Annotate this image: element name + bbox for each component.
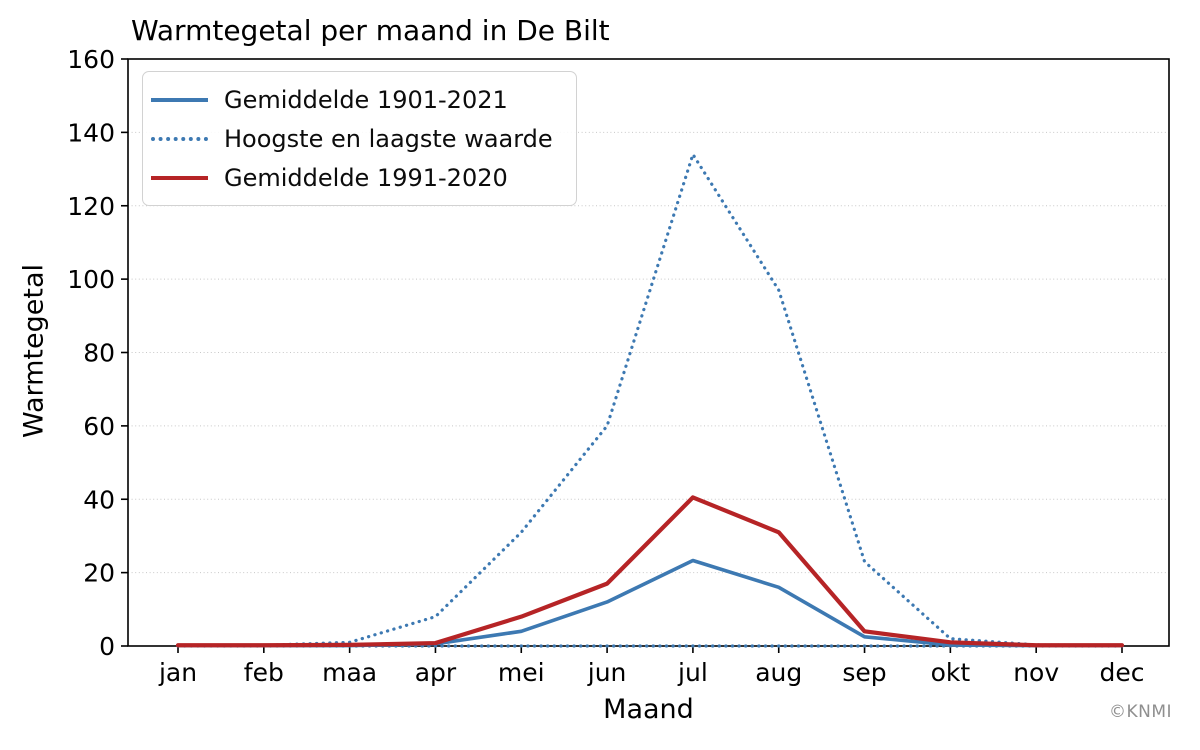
y-tick-label-80: 80 — [83, 339, 115, 368]
y-tick-label-120: 120 — [67, 192, 115, 221]
legend: Gemiddelde 1901-2021 Hoogste en laagste … — [142, 71, 577, 206]
chart-title: Warmtegetal per maand in De Bilt — [131, 14, 610, 47]
legend-item-hoogste-laagste: Hoogste en laagste waarde — [151, 119, 562, 158]
x-tick-label-dec: dec — [1100, 658, 1145, 687]
series-line-hoogste-waarde — [176, 152, 1124, 647]
x-tick-label-apr: apr — [415, 658, 457, 687]
y-tick-label-60: 60 — [83, 412, 115, 441]
legend-item-avg-1901-2021: Gemiddelde 1901-2021 — [151, 80, 562, 119]
series-line-gemiddelde-1901-2021 — [176, 558, 1124, 648]
legend-label: Gemiddelde 1901-2021 — [224, 85, 508, 114]
legend-line-sample-red-solid — [151, 175, 208, 180]
x-tick-label-mei: mei — [498, 658, 545, 687]
x-tick-label-sep: sep — [842, 658, 886, 687]
x-axis-label: Maand — [603, 694, 694, 725]
x-tick-label-aug: aug — [755, 658, 802, 687]
legend-label: Hoogste en laagste waarde — [224, 124, 553, 153]
legend-line-sample-blue-solid — [151, 97, 208, 102]
legend-item-avg-1991-2020: Gemiddelde 1991-2020 — [151, 158, 562, 197]
y-tick-label-20: 20 — [83, 559, 115, 588]
series-line-gemiddelde-1991-2020 — [175, 495, 1125, 648]
copyright-credit: ©KNMI — [1108, 702, 1172, 722]
y-tick-label-0: 0 — [99, 632, 115, 661]
legend-label: Gemiddelde 1991-2020 — [224, 163, 508, 192]
x-tick-label-jun: jun — [587, 658, 627, 687]
y-tick-label-140: 140 — [67, 118, 115, 147]
x-tick-label-jan: jan — [158, 658, 197, 687]
x-tick-label-nov: nov — [1013, 658, 1059, 687]
x-tick-label-jul: jul — [677, 658, 708, 687]
y-tick-label-100: 100 — [67, 265, 115, 294]
y-axis-label: Warmtegetal — [18, 263, 50, 439]
x-tick-label-maa: maa — [322, 658, 377, 687]
y-tick-label-40: 40 — [83, 485, 115, 514]
x-tick-label-feb: feb — [244, 658, 284, 687]
legend-line-sample-blue-dotted — [151, 136, 208, 141]
x-tick-label-okt: okt — [931, 658, 971, 687]
y-tick-label-160: 160 — [67, 45, 115, 74]
